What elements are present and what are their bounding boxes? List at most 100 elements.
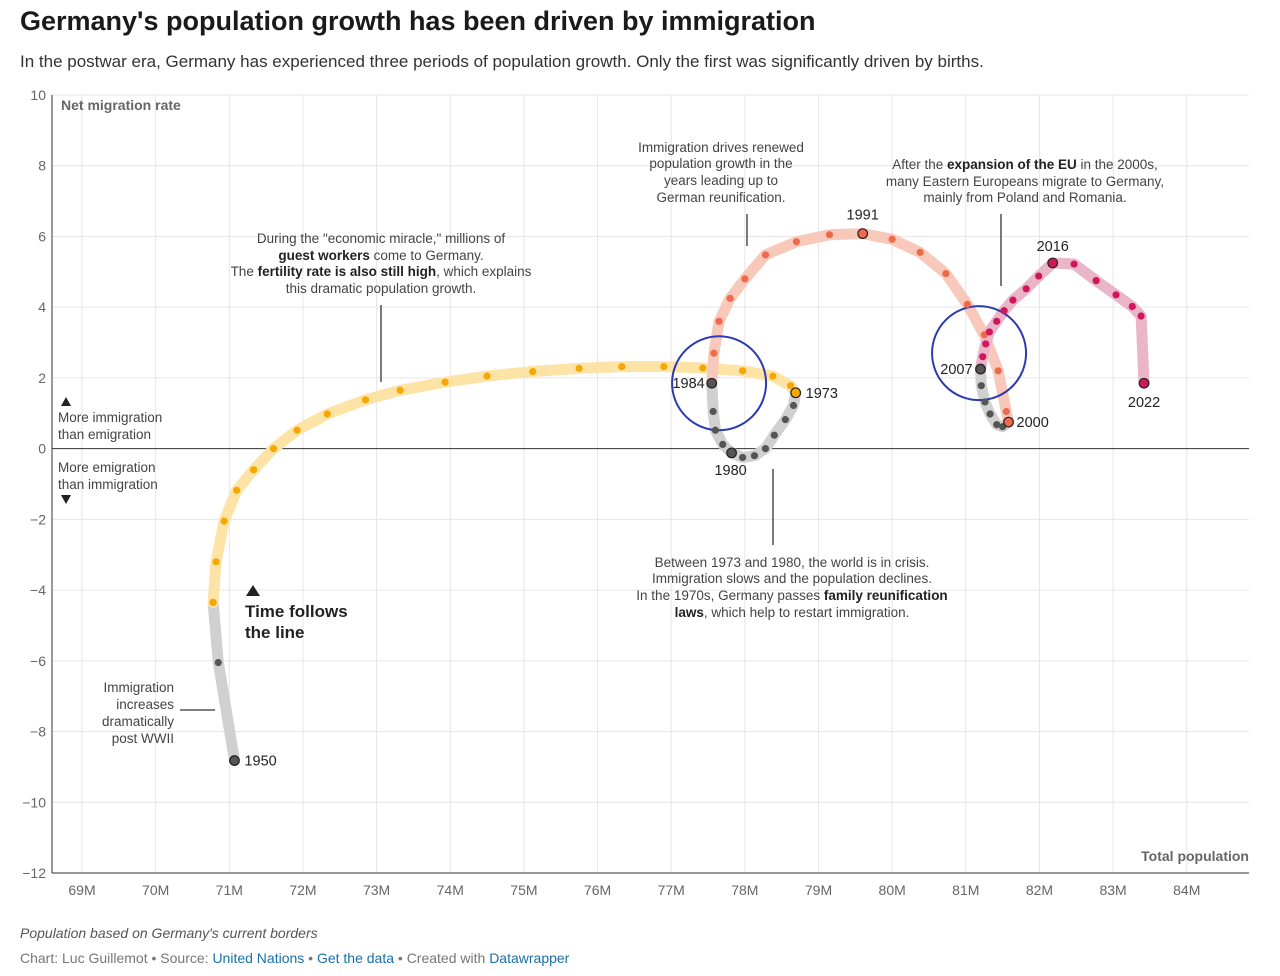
data-point bbox=[916, 248, 924, 256]
data-point bbox=[979, 353, 987, 361]
data-point bbox=[781, 416, 789, 424]
get-data-link[interactable]: Get the data bbox=[316, 950, 395, 966]
annotation-line: Immigration drives renewed bbox=[638, 140, 804, 155]
annotation-postwar: Immigration increases dramatically post … bbox=[102, 680, 215, 746]
annotation-crisis: Between 1973 and 1980, the world is in c… bbox=[636, 469, 948, 620]
data-point bbox=[209, 598, 217, 607]
y-tick-label: −6 bbox=[30, 653, 46, 669]
chart-notes: Population based on Germany's current bo… bbox=[20, 925, 318, 941]
highlight-circle bbox=[671, 335, 768, 432]
annotation-line: During the "economic miracle," millions … bbox=[257, 231, 505, 246]
y-tick-label: 0 bbox=[38, 441, 46, 457]
data-point bbox=[293, 426, 301, 434]
annotation-line: the line bbox=[245, 623, 305, 642]
data-point bbox=[618, 362, 626, 371]
y-tick-label: 2 bbox=[38, 370, 46, 386]
annotation-line: guest workers come to Germany. bbox=[278, 248, 483, 263]
year-label: 1984 bbox=[672, 376, 704, 392]
year-label: 2016 bbox=[1037, 239, 1069, 255]
annotation-line: increases bbox=[116, 697, 174, 712]
y-tick-label: −4 bbox=[30, 582, 46, 598]
x-tick-label: 81M bbox=[952, 882, 979, 898]
x-tick-label: 74M bbox=[437, 882, 464, 898]
data-point bbox=[715, 317, 723, 325]
annotation-line: After the expansion of the EU in the 200… bbox=[892, 157, 1158, 172]
data-point bbox=[986, 410, 994, 418]
annotation-line: More immigration bbox=[58, 410, 162, 425]
data-point bbox=[750, 452, 759, 460]
year-label: 1950 bbox=[244, 754, 276, 770]
x-tick-label: 75M bbox=[510, 882, 537, 898]
data-point bbox=[977, 382, 985, 390]
year-marker bbox=[1003, 416, 1014, 428]
data-point bbox=[1035, 272, 1043, 280]
data-point bbox=[739, 367, 747, 375]
year-label: 1980 bbox=[714, 463, 746, 479]
chart-svg: 69M 70M 71M 72M 73M 74M 75M 76M 77M 78M 79M 80M 81M 8… bbox=[22, 87, 1249, 898]
series-line-salmon bbox=[706, 228, 1014, 428]
datawrapper-link[interactable]: Datawrapper bbox=[489, 950, 570, 966]
annotation-reunification: Immigration drives renewed population gr… bbox=[638, 140, 804, 246]
x-tick-label: 71M bbox=[216, 882, 243, 898]
annotation-line: years leading up to bbox=[664, 173, 778, 188]
data-point bbox=[942, 269, 950, 278]
year-marker bbox=[706, 377, 718, 389]
data-point bbox=[981, 398, 989, 406]
y-tick-label: −8 bbox=[30, 724, 46, 740]
data-point bbox=[993, 317, 1001, 325]
data-point bbox=[1009, 296, 1017, 304]
annotation-line: mainly from Poland and Romania. bbox=[923, 190, 1126, 205]
data-point bbox=[786, 382, 795, 390]
annotation-line: Immigration bbox=[103, 680, 174, 695]
data-point bbox=[710, 349, 718, 357]
x-tick-label: 80M bbox=[879, 882, 906, 898]
data-point bbox=[323, 410, 331, 418]
y-tick-label: −12 bbox=[22, 865, 46, 881]
data-point bbox=[726, 294, 734, 302]
annotation-line: In the 1970s, Germany passes family reun… bbox=[636, 588, 947, 603]
highlight-circles bbox=[671, 305, 1028, 432]
data-point bbox=[214, 658, 222, 667]
year-marker bbox=[975, 363, 986, 375]
x-tick-label: 69M bbox=[68, 882, 95, 898]
data-point bbox=[250, 466, 258, 474]
data-point bbox=[888, 235, 896, 243]
y-tick-label: 4 bbox=[38, 299, 46, 315]
x-tick-label: 73M bbox=[363, 882, 390, 898]
data-point bbox=[575, 364, 583, 372]
x-tick-label: 78M bbox=[731, 882, 758, 898]
annotation-line: German reunification. bbox=[656, 190, 785, 205]
data-point bbox=[792, 238, 801, 246]
year-label: 2000 bbox=[1017, 415, 1049, 431]
data-point bbox=[396, 386, 404, 394]
year-label: 2007 bbox=[940, 362, 972, 378]
data-point bbox=[1128, 302, 1136, 311]
data-point bbox=[1092, 277, 1100, 285]
data-point bbox=[529, 367, 537, 376]
source-link[interactable]: United Nations bbox=[212, 950, 305, 966]
year-label: 2022 bbox=[1128, 395, 1160, 411]
annotation-line: many Eastern Europeans migrate to German… bbox=[886, 174, 1164, 189]
chart-title: Germany's population growth has been dri… bbox=[20, 6, 816, 36]
data-point bbox=[233, 486, 241, 494]
data-point bbox=[994, 367, 1002, 375]
y-tick-label: −2 bbox=[30, 511, 46, 527]
annotation-line: this dramatic population growth. bbox=[286, 281, 477, 296]
data-point bbox=[825, 231, 834, 239]
highlight-circle bbox=[931, 305, 1028, 402]
data-point bbox=[985, 328, 993, 336]
year-labels: 1950 1973 1980 1984 1991 2000 2007 2016 2022 bbox=[229, 208, 1160, 770]
annotation-eu-expansion: After the expansion of the EU in the 200… bbox=[886, 157, 1164, 286]
annotation-line: Between 1973 and 1980, the world is in c… bbox=[655, 555, 930, 570]
data-point bbox=[1000, 307, 1008, 315]
series-line-crimson bbox=[975, 257, 1150, 389]
byline-prefix: Chart: Luc Guillemot • Source: bbox=[20, 950, 213, 966]
data-point bbox=[483, 372, 491, 380]
up-triangle-icon bbox=[61, 397, 71, 406]
data-point bbox=[711, 426, 719, 434]
data-point bbox=[220, 517, 228, 525]
data-point bbox=[1070, 260, 1078, 268]
year-marker bbox=[790, 387, 802, 399]
year-marker bbox=[1047, 257, 1059, 269]
data-point bbox=[963, 300, 971, 308]
